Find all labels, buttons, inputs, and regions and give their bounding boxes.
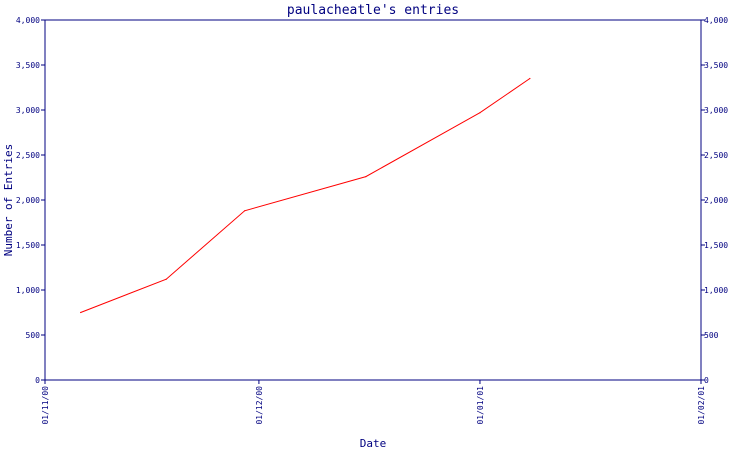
y-tick-label-left: 0 <box>35 376 40 385</box>
series-line <box>80 78 531 313</box>
chart-title: paulacheatle's entries <box>287 3 459 18</box>
x-tick-label: 01/12/00 <box>255 386 264 425</box>
y-tick-label-left: 2,000 <box>16 196 40 205</box>
y-tick-label-right: 0 <box>704 376 709 385</box>
x-tick-label: 01/01/01 <box>476 386 485 425</box>
data-point <box>479 112 481 114</box>
y-tick-label-right: 500 <box>704 331 719 340</box>
y-tick-label-left: 3,000 <box>16 106 40 115</box>
y-tick-label-right: 1,500 <box>704 241 728 250</box>
x-tick-label: 01/02/01 <box>697 386 706 425</box>
y-tick-label-right: 2,000 <box>704 196 728 205</box>
data-point <box>529 77 531 80</box>
y-tick-label-right: 1,000 <box>704 286 728 295</box>
y-tick-label-left: 500 <box>26 331 41 340</box>
y-tick-label-left: 1,000 <box>16 286 40 295</box>
plot-frame <box>44 19 702 381</box>
x-tick-label: 01/11/00 <box>41 386 50 425</box>
y-tick-label-left: 3,500 <box>16 61 40 70</box>
series-group <box>80 77 531 314</box>
data-point <box>80 311 82 314</box>
y-tick-label-left: 4,000 <box>16 16 40 25</box>
x-axis-label: Date <box>360 437 387 450</box>
y-tick-label-left: 1,500 <box>16 241 40 250</box>
data-point <box>365 176 367 178</box>
y-axis-left: 0 500 1,000 1,500 2,000 2,500 3,000 3,500 4,000 <box>16 16 45 385</box>
y-axis-right: 0 500 1,000 1,500 2,000 2,500 3,000 3,500 4,000 <box>701 16 728 385</box>
y-axis-label: Number of Entries <box>2 144 15 257</box>
data-point <box>244 210 246 212</box>
y-tick-label-right: 2,500 <box>704 151 728 160</box>
y-tick-label-left: 2,500 <box>16 151 40 160</box>
y-tick-label-right: 3,000 <box>704 106 728 115</box>
y-tick-label-right: 3,500 <box>704 61 728 70</box>
data-point <box>165 278 167 280</box>
x-axis: 01/11/00 01/12/00 01/01/01 01/02/01 <box>41 380 706 425</box>
y-tick-label-right: 4,000 <box>704 16 728 25</box>
